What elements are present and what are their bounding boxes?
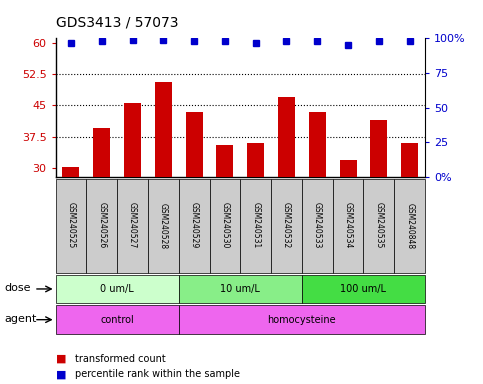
Bar [179,179,210,273]
Bar [216,145,233,177]
Text: GSM240532: GSM240532 [282,202,291,249]
Bar [62,167,79,177]
Bar [86,179,117,273]
Bar [302,179,333,273]
Text: ■: ■ [56,354,66,364]
Bar [185,112,202,177]
Text: GSM240527: GSM240527 [128,202,137,249]
Text: GDS3413 / 57073: GDS3413 / 57073 [56,15,178,29]
Text: GSM240530: GSM240530 [220,202,229,249]
Bar [56,179,86,273]
Bar [179,275,302,303]
Text: GSM240525: GSM240525 [67,202,75,249]
Bar [56,305,179,334]
Bar [370,120,387,177]
Text: 100 um/L: 100 um/L [341,284,386,294]
Bar [278,97,295,177]
Bar [309,112,326,177]
Text: homocysteine: homocysteine [268,314,336,325]
Text: control: control [100,314,134,325]
Bar [56,275,179,303]
Text: GSM240531: GSM240531 [251,202,260,249]
Text: GSM240848: GSM240848 [405,202,414,249]
Bar [364,179,394,273]
Text: GSM240529: GSM240529 [190,202,199,249]
Text: GSM240534: GSM240534 [343,202,353,249]
Text: GSM240533: GSM240533 [313,202,322,249]
Text: agent: agent [5,314,37,324]
Text: transformed count: transformed count [75,354,166,364]
Text: 0 um/L: 0 um/L [100,284,134,294]
Bar [394,179,425,273]
Bar [247,143,264,177]
Bar [124,103,141,177]
Bar [179,305,425,334]
Bar [340,160,356,177]
Text: GSM240526: GSM240526 [97,202,106,249]
Bar [117,179,148,273]
Text: dose: dose [5,283,31,293]
Bar [210,179,240,273]
Text: GSM240535: GSM240535 [374,202,384,249]
Bar [155,83,172,177]
Bar [271,179,302,273]
Bar [302,275,425,303]
Text: percentile rank within the sample: percentile rank within the sample [75,369,240,379]
Text: 10 um/L: 10 um/L [220,284,260,294]
Bar [333,179,364,273]
Bar [401,143,418,177]
Bar [240,179,271,273]
Text: GSM240528: GSM240528 [159,202,168,249]
Bar [148,179,179,273]
Bar [93,129,110,177]
Text: ■: ■ [56,369,66,379]
